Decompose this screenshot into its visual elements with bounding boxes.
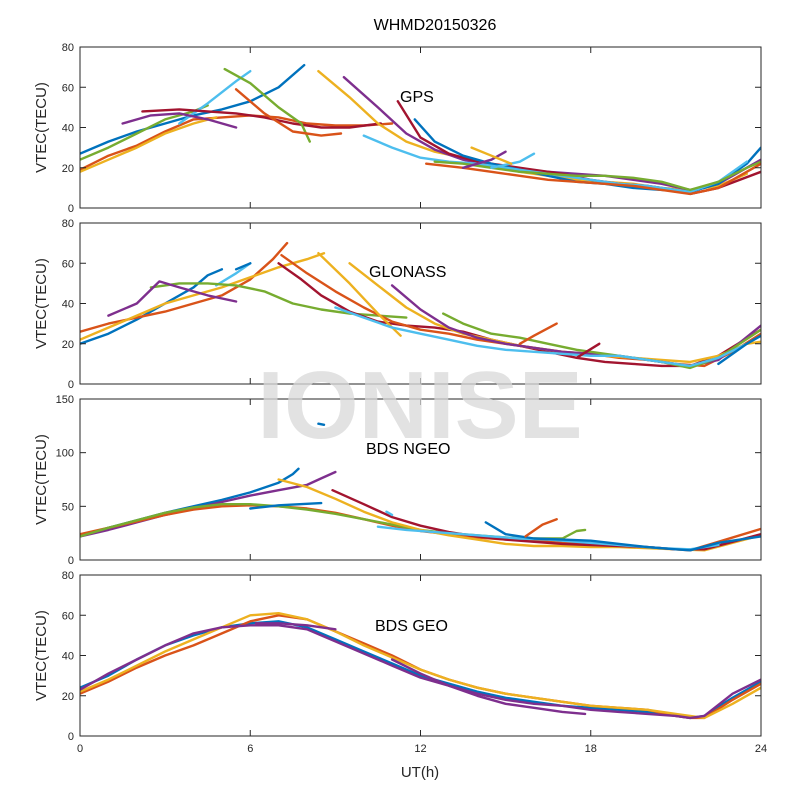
series-line-18 (470, 146, 513, 165)
x-tick-label: 18 (585, 743, 597, 755)
series-line-5 (121, 112, 238, 129)
x-tick-label: 12 (414, 743, 426, 755)
series-line-3 (215, 262, 252, 287)
series-line-1 (80, 470, 337, 538)
series-group (80, 63, 761, 196)
panel-1: 0 20 40 60 80 VTEC(TECU) GLONASS (33, 218, 762, 391)
x-tick-label: 6 (247, 743, 253, 755)
y-tick-label: 0 (68, 731, 74, 743)
panel-2: 0 50 100 150 VTEC(TECU) BDS NGEO (33, 394, 762, 567)
y-tick-label: 80 (62, 42, 74, 54)
y-tick-label: 50 (62, 501, 74, 513)
series-line-15 (575, 342, 601, 359)
y-tick-label: 0 (68, 555, 74, 567)
series-line-17 (490, 152, 536, 169)
series-line-10 (317, 252, 402, 337)
series-line-4 (254, 622, 337, 631)
series-line-9 (249, 501, 323, 510)
series-line-4 (234, 262, 252, 271)
y-axis-title: VTEC(TECU) (33, 258, 50, 349)
panel-label: BDS GEO (375, 618, 448, 635)
y-tick-label: 40 (62, 651, 74, 663)
series-line-13 (334, 306, 748, 368)
y-tick-label: 20 (62, 691, 74, 703)
y-axis-title: VTEC(TECU) (33, 82, 50, 173)
series-line-16 (717, 334, 761, 366)
series-line-5 (149, 282, 408, 319)
series-line-3 (80, 624, 761, 720)
series-line-7 (223, 67, 311, 143)
y-tick-label: 20 (62, 163, 74, 175)
y-tick-label: 0 (68, 379, 74, 391)
y-tick-label: 60 (62, 258, 74, 270)
series-line-5 (390, 658, 587, 716)
series-line-10 (317, 422, 326, 426)
series-line-1 (80, 241, 289, 333)
y-tick-label: 60 (62, 82, 74, 94)
plot-area (80, 399, 761, 560)
figure-title: WHMD20150326 (374, 17, 497, 34)
watermark: IONISE (257, 352, 582, 459)
series-line-14 (518, 322, 558, 345)
y-tick-label: 20 (62, 339, 74, 351)
series-line-6 (107, 280, 238, 317)
x-tick-label: 24 (755, 743, 767, 755)
series-line-12 (442, 312, 761, 370)
series-line-4 (178, 70, 252, 125)
series-group (80, 422, 761, 552)
y-tick-label: 100 (56, 448, 74, 460)
y-tick-label: 40 (62, 123, 74, 135)
y-tick-label: 80 (62, 218, 74, 230)
panel-0: 0 20 40 60 80 VTEC(TECU) GPS (33, 42, 762, 215)
panel-label: BDS NGEO (366, 441, 450, 458)
panel-label: GLONASS (369, 264, 446, 281)
series-line-16 (461, 150, 507, 169)
x-tick-label: 0 (77, 743, 83, 755)
panel-3: 0 20 40 60 80 0 6 12 18 24 VTEC(TECU) BDS GEO (33, 570, 767, 755)
y-tick-label: 150 (56, 394, 74, 406)
series-group (80, 612, 761, 720)
y-axis-title: VTEC(TECU) (33, 434, 50, 525)
series-line-1 (80, 114, 394, 171)
y-tick-label: 40 (62, 299, 74, 311)
x-axis-title: UT(h) (401, 764, 439, 781)
series-line-2 (80, 116, 218, 173)
series-line-8 (234, 88, 343, 137)
series-line-2 (80, 612, 761, 720)
series-group (80, 241, 761, 370)
panel-label: GPS (400, 89, 434, 106)
series-line-8 (524, 518, 558, 538)
y-tick-label: 60 (62, 610, 74, 622)
y-tick-label: 0 (68, 203, 74, 215)
series-line-6 (141, 108, 382, 129)
y-axis-title: VTEC(TECU) (33, 610, 50, 701)
series-line-11 (385, 510, 394, 517)
series-line-15 (425, 162, 761, 196)
y-tick-label: 80 (62, 570, 74, 582)
